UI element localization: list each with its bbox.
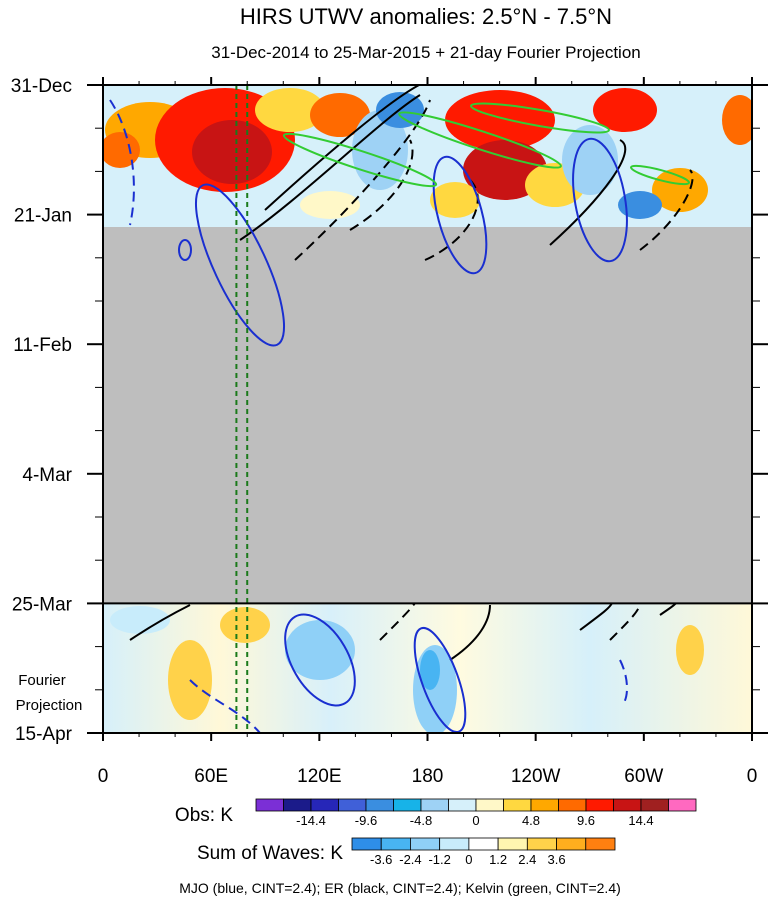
x-tick-label: 0	[98, 766, 109, 787]
kelvin-contours	[282, 102, 691, 188]
colorbar-swatch	[668, 798, 697, 812]
mjo-contours	[109, 99, 628, 733]
colorbar-swatch	[393, 798, 422, 812]
colorbar-tick-label: -1.2	[428, 852, 450, 867]
x-axis: 0 60E 120E 180 120W 60W 0	[98, 77, 758, 787]
colorbar-swatch	[420, 798, 449, 812]
colorbar-tick-label: -14.4	[296, 813, 326, 828]
colorbar-swatch	[558, 798, 587, 812]
colorbar-swatch	[475, 798, 504, 812]
obs-colorbar: -14.4 -9.6 -4.8 0 4.8 9.6 14.4	[255, 798, 697, 828]
colorbar-swatch	[640, 798, 669, 812]
colorbar-swatch	[310, 798, 339, 812]
colorbar-swatch	[526, 837, 557, 851]
plot-area	[103, 85, 752, 733]
x-tick-label: 180	[412, 766, 444, 787]
chart-title: HIRS UTWV anomalies: 2.5°N - 7.5°N	[240, 4, 612, 29]
x-tick-label: 120W	[511, 766, 561, 787]
colorbar-tick-label: 9.6	[577, 813, 595, 828]
colorbar-swatch	[556, 837, 587, 851]
projection-anomaly-blobs	[110, 606, 704, 733]
colorbar-tick-label: -4.8	[410, 813, 432, 828]
colorbar-tick-label: 0	[465, 852, 472, 867]
missing-data-region	[103, 227, 752, 603]
x-tick-label: 60W	[624, 766, 663, 787]
colorbar-swatch	[585, 837, 616, 851]
y-axis: 31-Dec 21-Jan 11-Feb 4-Mar 25-Mar 15-Apr	[11, 76, 768, 745]
colorbar-swatch	[439, 837, 470, 851]
colorbar-swatch	[503, 798, 532, 812]
colorbar-swatch	[448, 798, 477, 812]
y-tick-label: 15-Apr	[15, 724, 73, 745]
colorbar-swatch	[255, 798, 284, 812]
colorbar-tick-label: -2.4	[399, 852, 421, 867]
x-tick-label: 0	[747, 766, 758, 787]
colorbar-tick-label: -9.6	[355, 813, 377, 828]
y-tick-label: 21-Jan	[14, 206, 72, 227]
chart-subtitle: 31-Dec-2014 to 25-Mar-2015 + 21-day Four…	[211, 43, 640, 62]
colorbar-swatch	[338, 798, 367, 812]
colorbar-swatch	[380, 837, 411, 851]
colorbar-tick-label: -3.6	[370, 852, 392, 867]
colorbar-tick-label: 1.2	[489, 852, 507, 867]
y-tick-label: 25-Mar	[12, 594, 73, 615]
colorbar-tick-label: 0	[472, 813, 479, 828]
y-tick-label: 31-Dec	[11, 76, 72, 97]
colorbar-swatch	[365, 798, 394, 812]
colorbar-swatch	[410, 837, 441, 851]
colorbar-swatch	[351, 837, 382, 851]
observed-anomaly-blobs	[103, 88, 752, 219]
colorbar-swatch	[283, 798, 312, 812]
colorbar-tick-label: 2.4	[518, 852, 536, 867]
colorbar-swatch	[497, 837, 528, 851]
x-tick-label: 60E	[194, 766, 228, 787]
colorbar-swatch	[468, 837, 499, 851]
colorbar-tick-label: 14.4	[628, 813, 653, 828]
colorbar-tick-label: 4.8	[522, 813, 540, 828]
colorbar-swatch	[585, 798, 614, 812]
obs-colorbar-label: Obs: K	[175, 805, 233, 826]
y-tick-label: 11-Feb	[13, 335, 72, 356]
projection-label-line-1: Fourier	[18, 672, 66, 689]
colorbar-swatch	[613, 798, 642, 812]
y-tick-label: 4-Mar	[22, 465, 72, 486]
waves-colorbar-label: Sum of Waves: K	[197, 843, 343, 864]
waves-colorbar: -3.6 -2.4 -1.2 0 1.2 2.4 3.6	[351, 837, 616, 867]
projection-label-line-2: Projection	[16, 697, 83, 714]
x-tick-label: 120E	[297, 766, 341, 787]
colorbar-swatch	[530, 798, 559, 812]
contour-legend: MJO (blue, CINT=2.4); ER (black, CINT=2.…	[179, 880, 621, 896]
colorbar-tick-label: 3.6	[548, 852, 566, 867]
